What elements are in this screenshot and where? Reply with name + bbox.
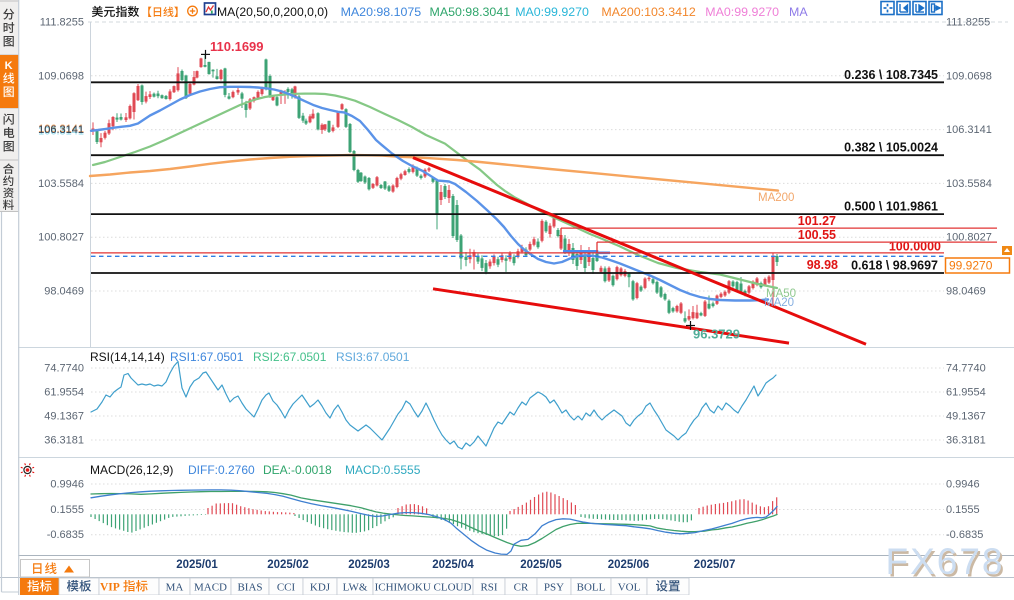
svg-text:MA200:103.3412: MA200:103.3412 [601, 5, 695, 19]
svg-text:100.55: 100.55 [798, 228, 836, 242]
svg-text:MA20: MA20 [764, 297, 794, 309]
svg-text:0.9946: 0.9946 [50, 479, 84, 491]
svg-text:RSI2:67.0501: RSI2:67.0501 [253, 350, 327, 364]
svg-text:ICHIMOKU CLOUD: ICHIMOKU CLOUD [375, 582, 472, 594]
svg-text:49.1367: 49.1367 [44, 411, 84, 423]
svg-text:-0.6835: -0.6835 [946, 529, 983, 541]
svg-text:111.8255: 111.8255 [40, 17, 84, 29]
svg-text:103.5584: 103.5584 [946, 178, 992, 190]
svg-text:DIFF:0.2760: DIFF:0.2760 [188, 463, 255, 477]
svg-text:74.7740: 74.7740 [44, 363, 84, 375]
svg-text:36.3181: 36.3181 [946, 435, 986, 447]
svg-text:BOLL: BOLL [577, 582, 606, 594]
svg-text:KDJ: KDJ [310, 582, 331, 594]
svg-text:106.3141: 106.3141 [38, 124, 84, 136]
svg-text:61.9554: 61.9554 [946, 387, 986, 399]
svg-text:0.500 \ 101.9861: 0.500 \ 101.9861 [844, 200, 938, 214]
svg-text:100.8027: 100.8027 [38, 232, 84, 244]
svg-text:MACD: MACD [194, 582, 227, 594]
svg-text:MA(20,50,0,200,0,0): MA(20,50,0,200,0,0) [217, 5, 328, 19]
svg-text:0.618 \ 98.9697: 0.618 \ 98.9697 [851, 258, 938, 272]
svg-text:2025/07: 2025/07 [694, 559, 736, 571]
svg-text:DEA:-0.0018: DEA:-0.0018 [263, 463, 332, 477]
svg-text:106.3141: 106.3141 [38, 123, 84, 135]
svg-text:VIP: VIP [100, 582, 120, 594]
svg-text:106.3141: 106.3141 [38, 124, 84, 136]
svg-text:LW&: LW& [343, 582, 368, 594]
svg-text:-0.6835: -0.6835 [47, 529, 84, 541]
svg-text:RSI1:67.0501: RSI1:67.0501 [170, 350, 244, 364]
svg-text:109.0698: 109.0698 [38, 70, 84, 82]
svg-text:MA: MA [789, 5, 808, 19]
svg-text:2025/06: 2025/06 [608, 559, 650, 571]
svg-text:100.8027: 100.8027 [946, 232, 992, 244]
svg-text:RSI(14,14,14): RSI(14,14,14) [90, 350, 165, 364]
svg-text:2025/05: 2025/05 [520, 559, 562, 571]
svg-text:110.1699: 110.1699 [210, 39, 264, 54]
svg-text:2025/02: 2025/02 [267, 559, 309, 571]
svg-text:0.236 \ 108.7345: 0.236 \ 108.7345 [844, 68, 938, 82]
svg-text:MA0:99.9270: MA0:99.9270 [515, 5, 589, 19]
svg-text:K: K [5, 60, 13, 72]
svg-text:MACD(26,12,9): MACD(26,12,9) [90, 463, 173, 477]
svg-text:36.3181: 36.3181 [44, 435, 84, 447]
svg-text:103.5584: 103.5584 [38, 178, 84, 190]
svg-text:MA0:99.9270: MA0:99.9270 [705, 5, 779, 19]
svg-text:109.0698: 109.0698 [946, 70, 992, 82]
svg-text:VOL: VOL [618, 582, 641, 594]
svg-text:FX678: FX678 [886, 541, 1005, 582]
svg-text:2025/03: 2025/03 [348, 559, 390, 571]
svg-text:106.3141: 106.3141 [946, 124, 992, 136]
svg-text:RSI3:67.0501: RSI3:67.0501 [336, 350, 410, 364]
svg-text:MACD:0.5555: MACD:0.5555 [345, 463, 421, 477]
svg-text:98.0469: 98.0469 [44, 285, 84, 297]
svg-text:0.9946: 0.9946 [946, 479, 980, 491]
svg-text:PSY: PSY [544, 582, 564, 594]
svg-text:2025/04: 2025/04 [432, 559, 474, 571]
svg-text:0.1555: 0.1555 [50, 504, 84, 516]
svg-text:99.9270: 99.9270 [949, 259, 993, 273]
svg-text:MA20:98.1075: MA20:98.1075 [341, 5, 422, 19]
svg-text:RSI: RSI [480, 582, 497, 594]
svg-text:49.1367: 49.1367 [946, 411, 986, 423]
svg-text:96.3729: 96.3729 [693, 327, 740, 342]
svg-text:0.1555: 0.1555 [946, 504, 980, 516]
svg-text:106.3141: 106.3141 [38, 125, 84, 137]
svg-text:MA50: MA50 [766, 288, 796, 300]
svg-text:98.98: 98.98 [807, 258, 838, 272]
svg-text:111.8255: 111.8255 [946, 17, 990, 29]
svg-text:2025/01: 2025/01 [176, 559, 218, 571]
svg-text:0.382 \ 105.0024: 0.382 \ 105.0024 [844, 141, 938, 155]
svg-text:MA: MA [166, 582, 184, 594]
svg-text:100.0000: 100.0000 [889, 239, 941, 253]
svg-text:BIAS: BIAS [237, 582, 262, 594]
svg-text:CR: CR [514, 582, 529, 594]
svg-text:101.27: 101.27 [798, 214, 836, 228]
svg-text:MA200: MA200 [758, 192, 794, 204]
svg-text:61.9554: 61.9554 [44, 387, 84, 399]
svg-text:74.7740: 74.7740 [946, 363, 986, 375]
svg-text:CCI: CCI [277, 582, 296, 594]
svg-text:MA50:98.3041: MA50:98.3041 [430, 5, 511, 19]
svg-text:98.0469: 98.0469 [946, 285, 986, 297]
